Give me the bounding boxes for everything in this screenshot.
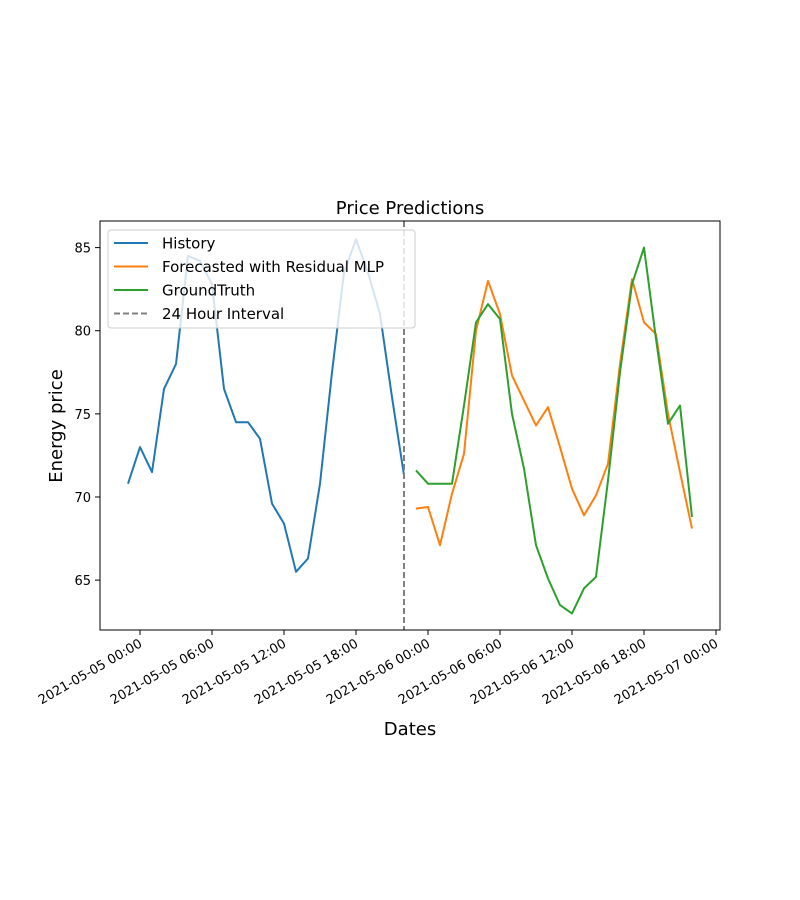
x-axis-label: Dates (384, 719, 436, 740)
y-tick-label-4: 85 (74, 242, 91, 257)
series-line-2 (415, 246, 693, 615)
legend-label-0: History (162, 235, 215, 253)
legend-label-3: 24 Hour Interval (162, 305, 284, 323)
y-tick-label-3: 80 (74, 325, 91, 340)
plot-frame (99, 220, 721, 631)
chart-title: Price Predictions (336, 198, 484, 219)
y-axis-label: Energy price (46, 369, 67, 483)
legend-label-1: Forecasted with Residual MLP (162, 258, 384, 276)
y-tick-label-2: 75 (74, 408, 91, 423)
y-tick-label-1: 70 (74, 491, 91, 506)
legend-box (107, 229, 416, 329)
y-axis: 65 70 75 80 85 (74, 242, 100, 589)
y-tick-label-0: 65 (74, 574, 91, 589)
legend: History Forecasted with Residual MLP Groun… (107, 229, 416, 329)
series-line-1 (415, 278, 693, 547)
legend-label-2: GroundTruth (162, 282, 255, 300)
